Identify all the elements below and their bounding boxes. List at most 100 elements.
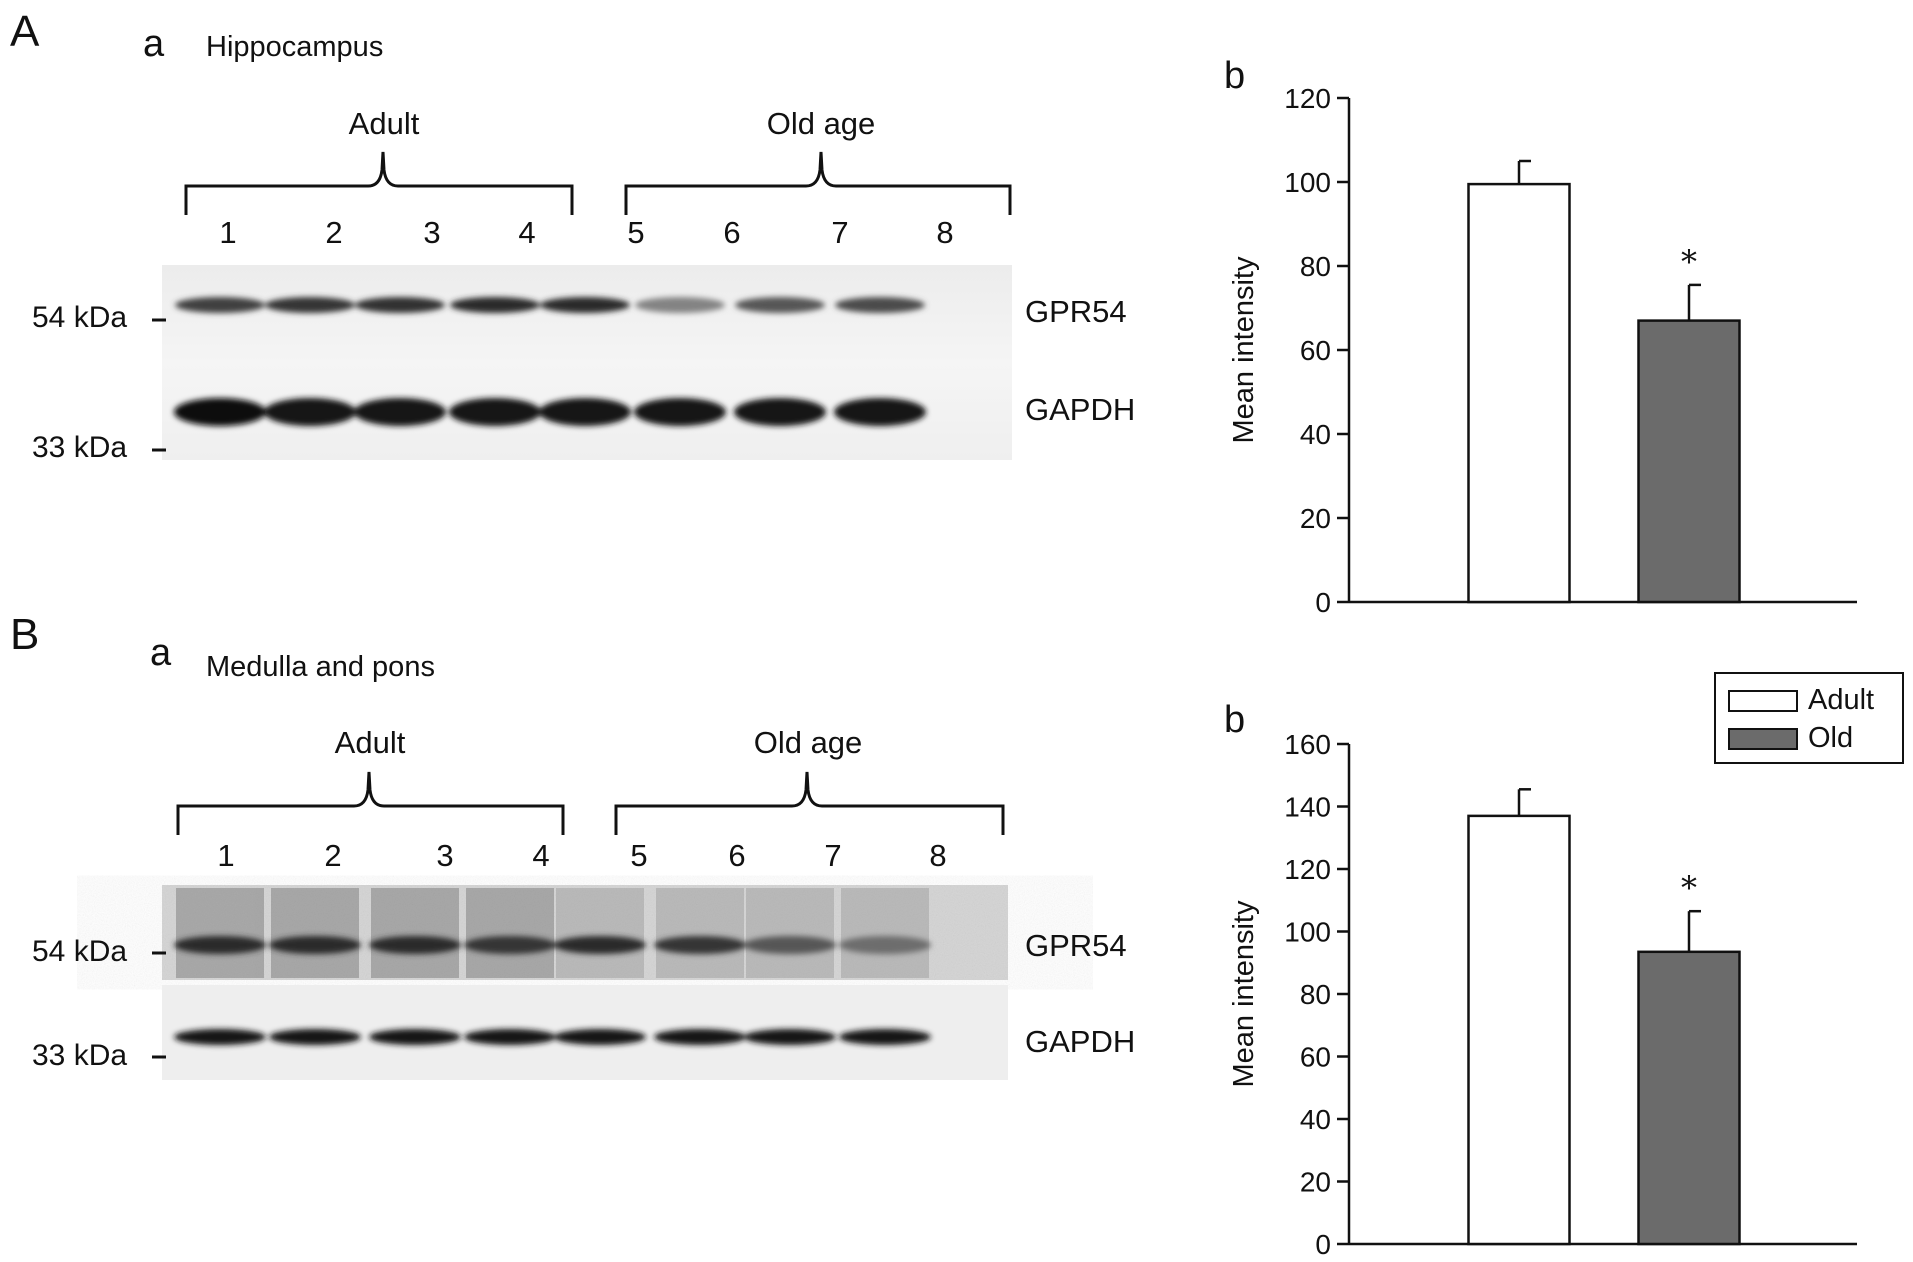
band-gapdh-b-7 <box>744 1029 836 1045</box>
lane-smear-b-1 <box>176 888 264 978</box>
band-gapdh-a-4 <box>449 398 541 426</box>
y-tick-label-a-120: 120 <box>1284 83 1331 114</box>
lane-number-b-6: 6 <box>728 838 746 873</box>
tissue-title-b: Medulla and pons <box>206 651 435 683</box>
chart-legend: Adult Old <box>1714 672 1904 764</box>
group-label-adult-a: Adult <box>348 106 420 141</box>
band-gapdh-b-1 <box>174 1029 266 1045</box>
band-gapdh-a-2 <box>264 398 356 426</box>
y-tick-label-a-0: 0 <box>1315 587 1331 618</box>
y-axis-label-a: Mean intensity <box>1228 256 1260 443</box>
lane-number-a-6: 6 <box>723 215 741 250</box>
lane-number-a-1: 1 <box>219 215 237 250</box>
band-gapdh-a-1 <box>174 398 266 426</box>
y-tick-label-b-160: 160 <box>1284 729 1331 760</box>
y-tick-label-a-40: 40 <box>1300 419 1331 450</box>
blot-sub-letter-a: a <box>143 23 165 65</box>
legend-label-old: Old <box>1808 722 1854 754</box>
band-gapdh-a-6 <box>634 398 726 426</box>
y-tick-label-a-100: 100 <box>1284 167 1331 198</box>
significance-marker-a: * <box>1681 243 1697 281</box>
blot-sub-letter-b: a <box>150 632 172 674</box>
band-gapdh-b-8 <box>839 1029 931 1045</box>
band-gapdh-b-4 <box>464 1029 556 1045</box>
lane-smear-b-6 <box>656 888 744 978</box>
band-gpr54-a-2 <box>265 297 355 313</box>
band-gpr54-b-5 <box>554 936 646 954</box>
panel-letter-a: A <box>10 7 40 56</box>
band-gpr54-b-6 <box>654 936 746 954</box>
lane-number-b-3: 3 <box>436 838 454 873</box>
band-gpr54-a-1 <box>175 297 265 313</box>
chart-sub-letter-a: b <box>1224 55 1246 97</box>
lane-number-b-2: 2 <box>324 838 342 873</box>
y-tick-label-b-60: 60 <box>1300 1042 1331 1073</box>
group-label-oldage-a: Old age <box>766 106 876 141</box>
bar-a-adult <box>1467 182 1571 604</box>
band-gpr54-b-8 <box>839 936 931 954</box>
band-gpr54-a-7 <box>735 297 825 313</box>
y-tick-label-a-20: 20 <box>1300 503 1331 534</box>
band-gapdh-b-3 <box>369 1029 461 1045</box>
tissue-title-a: Hippocampus <box>206 31 384 63</box>
legend-label-adult: Adult <box>1808 684 1875 716</box>
protein-label-gapdh-a: GAPDH <box>1025 392 1136 427</box>
lane-number-a-7: 7 <box>831 215 849 250</box>
lane-number-a-3: 3 <box>423 215 441 250</box>
y-tick-label-b-0: 0 <box>1315 1229 1331 1260</box>
band-gapdh-a-3 <box>354 398 446 426</box>
lane-number-b-5: 5 <box>630 838 648 873</box>
bar-b-old <box>1637 950 1741 1246</box>
band-gpr54-a-6 <box>635 297 725 313</box>
lane-smear-b-5 <box>556 888 644 978</box>
group-label-adult-b: Adult <box>334 725 406 760</box>
protein-label-gpr54-a: GPR54 <box>1025 294 1127 329</box>
lane-number-b-8: 8 <box>929 838 947 873</box>
band-gpr54-b-3 <box>369 936 461 954</box>
significance-marker-b: * <box>1681 869 1697 907</box>
band-gapdh-a-5 <box>539 398 631 426</box>
marker-label-33-b: 33 kDa <box>32 1039 128 1072</box>
legend-item-adult: Adult <box>1728 686 1874 715</box>
band-gpr54-a-4 <box>450 297 540 313</box>
y-tick-label-b-140: 140 <box>1284 792 1331 823</box>
bar-b-adult <box>1467 814 1571 1246</box>
y-tick-label-b-120: 120 <box>1284 854 1331 885</box>
lane-smear-b-4 <box>466 888 554 978</box>
y-axis-label-b: Mean intensity <box>1228 900 1260 1087</box>
lane-number-a-5: 5 <box>627 215 645 250</box>
lane-number-a-2: 2 <box>325 215 343 250</box>
band-gapdh-a-7 <box>734 398 826 426</box>
blot-noise-b <box>162 885 1008 980</box>
marker-label-54-b: 54 kDa <box>32 935 128 968</box>
protein-label-gpr54-b: GPR54 <box>1025 928 1127 963</box>
band-gpr54-a-3 <box>355 297 445 313</box>
band-gapdh-b-2 <box>269 1029 361 1045</box>
legend-swatch-old <box>1728 727 1798 750</box>
lane-smear-b-8 <box>841 888 929 978</box>
y-tick-label-b-100: 100 <box>1284 917 1331 948</box>
band-gapdh-b-5 <box>554 1029 646 1045</box>
legend-swatch-adult <box>1728 689 1798 712</box>
lane-smear-b-3 <box>371 888 459 978</box>
lane-smear-b-7 <box>746 888 834 978</box>
protein-label-gapdh-b: GAPDH <box>1025 1024 1136 1059</box>
y-tick-label-b-80: 80 <box>1300 979 1331 1010</box>
band-gpr54-b-7 <box>744 936 836 954</box>
band-gapdh-b-6 <box>654 1029 746 1045</box>
band-gpr54-a-8 <box>835 297 925 313</box>
lane-number-a-8: 8 <box>936 215 954 250</box>
marker-label-54-a: 54 kDa <box>32 301 128 334</box>
y-tick-label-a-80: 80 <box>1300 251 1331 282</box>
y-tick-label-b-20: 20 <box>1300 1167 1331 1198</box>
band-gpr54-a-5 <box>540 297 630 313</box>
band-gpr54-b-1 <box>174 936 266 954</box>
lane-smear-b-2 <box>271 888 359 978</box>
lane-number-b-1: 1 <box>217 838 235 873</box>
